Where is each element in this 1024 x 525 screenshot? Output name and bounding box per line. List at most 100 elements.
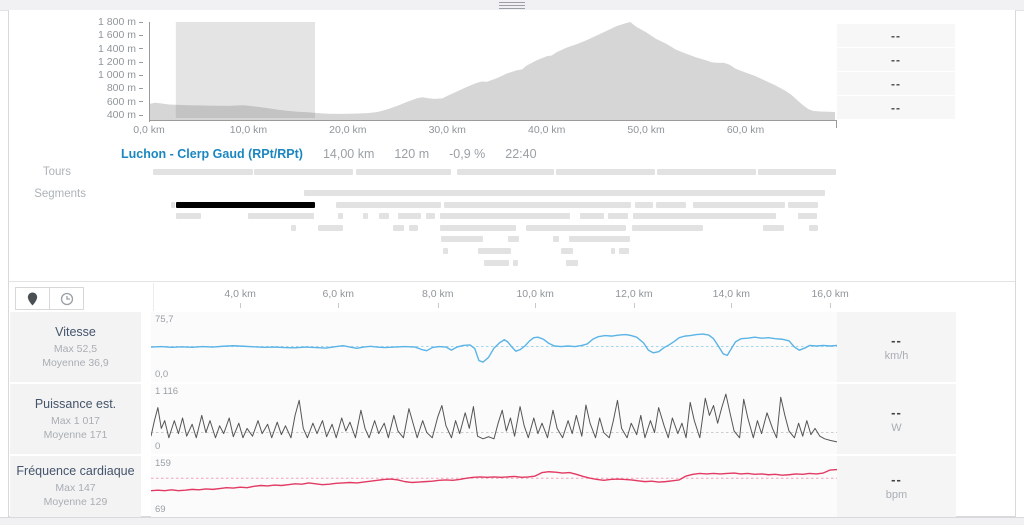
y-min-label: 69 bbox=[155, 504, 166, 515]
detail-x-tick bbox=[830, 303, 832, 308]
segment-bar[interactable] bbox=[788, 201, 819, 208]
tours-label: Tours bbox=[42, 166, 71, 178]
tour-bar[interactable] bbox=[757, 169, 836, 175]
segment-bar[interactable] bbox=[512, 259, 518, 266]
segments-track-row bbox=[149, 213, 837, 220]
segment-bar[interactable] bbox=[634, 201, 653, 208]
elevation-y-tick-label: 400 m bbox=[73, 109, 143, 121]
elevation-y-tick-label: 1 000 m bbox=[73, 69, 143, 81]
segment-time: 22:40 bbox=[505, 147, 537, 161]
metric-row-speed: Vitesse Max 52,5 Moyenne 36,9 75,7 0,0 -… bbox=[9, 312, 1015, 382]
segment-bar[interactable] bbox=[362, 213, 368, 220]
segment-bar[interactable] bbox=[631, 224, 703, 231]
segment-bar[interactable] bbox=[611, 248, 616, 254]
selection-region[interactable] bbox=[175, 22, 315, 118]
metric-avg: Moyenne 171 bbox=[43, 428, 108, 441]
metric-unit: km/h bbox=[884, 349, 909, 362]
distance-mode-button[interactable] bbox=[15, 287, 50, 310]
segment-bar[interactable] bbox=[336, 201, 442, 208]
segment-bar[interactable] bbox=[290, 224, 296, 231]
metric-title: Fréquence cardiaque bbox=[16, 464, 135, 478]
detail-x-tick-label: 10,0 km bbox=[516, 288, 554, 300]
segment-bar[interactable] bbox=[526, 224, 626, 231]
drag-handle-icon bbox=[499, 2, 525, 11]
segment-bar[interactable] bbox=[693, 201, 786, 208]
segments-track-row bbox=[149, 224, 837, 232]
segment-bar[interactable] bbox=[762, 224, 784, 231]
speed-chart[interactable]: 75,7 0,0 bbox=[151, 312, 837, 382]
segment-bar[interactable] bbox=[565, 259, 578, 266]
time-mode-button[interactable] bbox=[49, 287, 84, 310]
segments-track-row bbox=[149, 259, 837, 267]
segment-bar[interactable] bbox=[568, 236, 630, 243]
detail-x-tick bbox=[731, 303, 733, 308]
elevation-x-tick-label: 30,0 km bbox=[428, 124, 466, 136]
segment-bar[interactable] bbox=[477, 248, 511, 254]
segment-bar[interactable] bbox=[338, 213, 343, 220]
clock-icon bbox=[60, 292, 73, 305]
segment-bar[interactable] bbox=[426, 213, 435, 220]
elevation-y-tick-label: 1 200 m bbox=[73, 56, 143, 68]
segment-bar[interactable] bbox=[797, 213, 818, 220]
segment-bar[interactable] bbox=[656, 201, 687, 208]
segment-bar[interactable] bbox=[440, 224, 516, 231]
detail-x-tick bbox=[535, 303, 537, 308]
segment-bar[interactable] bbox=[607, 213, 628, 220]
segment-bar[interactable] bbox=[175, 213, 201, 220]
tour-bar[interactable] bbox=[457, 169, 554, 175]
metric-max: Max 147 bbox=[55, 482, 96, 494]
detail-x-tick-label: 12,0 km bbox=[615, 288, 653, 300]
segment-bar[interactable] bbox=[444, 201, 632, 208]
segment-bar[interactable] bbox=[484, 259, 509, 266]
power-chart[interactable]: 1 116 0 bbox=[151, 384, 837, 454]
metric-unit: W bbox=[891, 421, 902, 434]
segment-bar[interactable] bbox=[442, 248, 448, 254]
tour-bar[interactable] bbox=[356, 169, 452, 175]
tour-bar[interactable] bbox=[153, 169, 253, 175]
segment-bar[interactable] bbox=[398, 213, 421, 220]
segment-distance: 14,00 km bbox=[322, 147, 375, 161]
segment-bar[interactable] bbox=[579, 213, 605, 220]
segment-bar[interactable] bbox=[303, 190, 825, 196]
metric-avg: Moyenne 129 bbox=[43, 496, 108, 508]
summary-row: -- bbox=[837, 48, 955, 71]
segment-bar[interactable] bbox=[318, 224, 343, 231]
bottom-drag-handle[interactable] bbox=[0, 517, 1024, 525]
segment-bar[interactable] bbox=[618, 248, 630, 254]
segment-bar[interactable] bbox=[393, 224, 404, 231]
segment-bar[interactable] bbox=[808, 224, 818, 231]
segments-track-row bbox=[149, 190, 837, 197]
segment-bar[interactable] bbox=[508, 236, 520, 243]
segment-bar[interactable] bbox=[171, 201, 176, 208]
segment-bar-selected[interactable] bbox=[175, 201, 315, 208]
elevation-chart[interactable] bbox=[149, 20, 837, 132]
segment-bar[interactable] bbox=[440, 236, 483, 243]
speed-label-block: Vitesse Max 52,5 Moyenne 36,9 bbox=[10, 312, 141, 382]
tour-bar[interactable] bbox=[656, 169, 756, 175]
metric-row-heart-rate: Fréquence cardiaque Max 147 Moyenne 129 … bbox=[9, 456, 1015, 517]
segments-label: Segments bbox=[34, 188, 86, 200]
tour-bar[interactable] bbox=[254, 169, 354, 175]
y-min-label: 0 bbox=[155, 441, 161, 452]
segment-elevation: 120 m bbox=[394, 147, 430, 161]
segment-bar[interactable] bbox=[409, 224, 418, 231]
segment-bar[interactable] bbox=[552, 236, 560, 243]
tour-bar[interactable] bbox=[556, 169, 656, 175]
segment-bar[interactable] bbox=[561, 248, 573, 254]
elevation-area bbox=[149, 22, 835, 120]
segment-bar[interactable] bbox=[440, 213, 571, 220]
metric-title: Vitesse bbox=[55, 324, 96, 339]
metric-max: Max 52,5 bbox=[53, 342, 98, 355]
segment-bar[interactable] bbox=[248, 213, 315, 220]
detail-x-tick-label: 8,0 km bbox=[421, 288, 454, 300]
detail-x-tick-label: 14,0 km bbox=[712, 288, 751, 300]
segment-bar[interactable] bbox=[378, 213, 390, 220]
detail-x-tick-label: 16,0 km bbox=[811, 288, 849, 300]
segments-track-row bbox=[149, 201, 837, 209]
elevation-x-tick-label: 60,0 km bbox=[726, 124, 765, 136]
y-max-label: 1 116 bbox=[155, 386, 179, 397]
power-label-block: Puissance est. Max 1 017 Moyenne 171 bbox=[10, 384, 141, 454]
segment-name-link[interactable]: Luchon - Clerp Gaud (RPt/RPt) bbox=[121, 147, 303, 161]
segment-bar[interactable] bbox=[632, 213, 776, 220]
heart-rate-chart[interactable]: 159 69 bbox=[151, 456, 837, 517]
